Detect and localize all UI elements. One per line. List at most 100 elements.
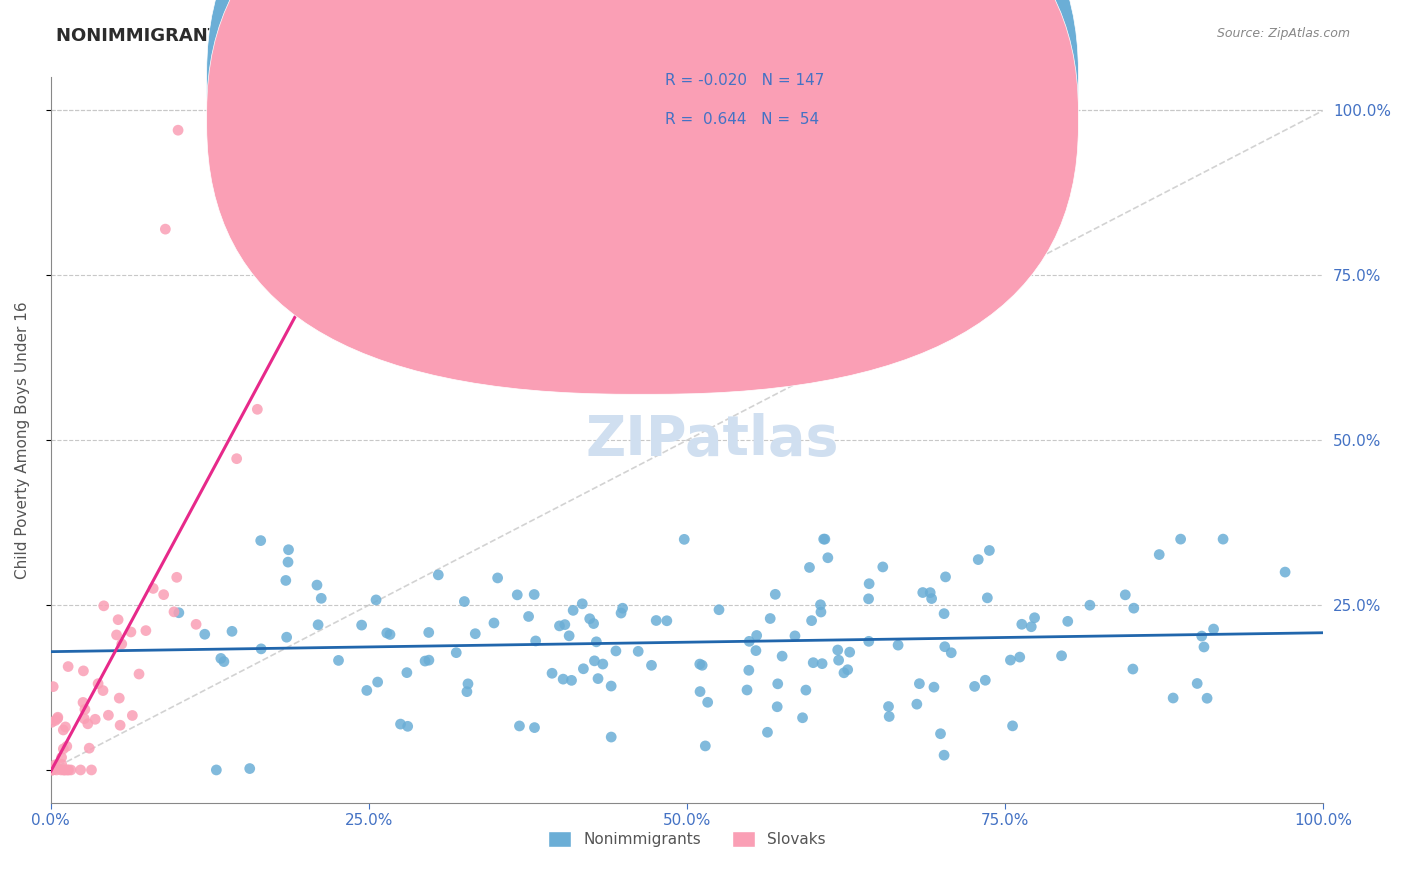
Point — [517, 609, 540, 624]
Point — [735, 683, 758, 698]
Point — [612, 601, 634, 615]
Point — [801, 656, 824, 670]
Point — [745, 628, 768, 642]
Point — [56, 659, 79, 673]
Point — [523, 721, 546, 735]
Point — [486, 571, 509, 585]
Point — [163, 605, 186, 619]
Point — [52, 763, 75, 777]
Point — [80, 763, 103, 777]
Point — [1274, 565, 1296, 579]
Point — [307, 617, 329, 632]
Point — [482, 615, 505, 630]
Point — [1191, 629, 1213, 643]
Point — [395, 665, 418, 680]
Point — [905, 697, 928, 711]
Point — [389, 717, 412, 731]
Point — [41, 763, 63, 777]
Point — [877, 709, 900, 723]
Point — [763, 587, 786, 601]
Point — [76, 716, 98, 731]
Point — [378, 627, 401, 641]
Point — [1078, 598, 1101, 612]
Point — [58, 763, 80, 777]
Point — [578, 612, 600, 626]
Point — [979, 543, 1001, 558]
Point — [1011, 617, 1033, 632]
Point — [1000, 653, 1022, 667]
Point — [921, 591, 943, 606]
Text: Source: ZipAtlas.com: Source: ZipAtlas.com — [1216, 27, 1350, 40]
Point — [1122, 662, 1144, 676]
Point — [810, 598, 832, 612]
Point — [194, 627, 217, 641]
Point — [920, 585, 942, 599]
Point — [1170, 532, 1192, 546]
Point — [51, 757, 73, 772]
Point — [508, 719, 530, 733]
Point — [766, 677, 789, 691]
Point — [155, 222, 177, 236]
Point — [1212, 532, 1234, 546]
Point — [52, 742, 75, 756]
Point — [93, 599, 115, 613]
Point — [600, 679, 623, 693]
Point — [41, 763, 63, 777]
Point — [1147, 548, 1170, 562]
Point — [814, 532, 837, 546]
Point — [239, 762, 262, 776]
Point — [49, 763, 72, 777]
Point — [627, 644, 650, 658]
Point — [766, 699, 789, 714]
Point — [837, 663, 859, 677]
Point — [184, 617, 207, 632]
Point — [1050, 648, 1073, 663]
Point — [811, 657, 834, 671]
Point — [356, 683, 378, 698]
Point — [309, 591, 332, 606]
Point — [274, 574, 297, 588]
Point — [357, 200, 380, 214]
Point — [456, 684, 478, 698]
Point — [1192, 640, 1215, 654]
Point — [91, 683, 114, 698]
Point — [396, 719, 419, 733]
Point — [592, 657, 614, 671]
Point — [827, 643, 849, 657]
Point — [45, 763, 67, 777]
Point — [73, 702, 96, 716]
Point — [586, 672, 609, 686]
Point — [212, 655, 235, 669]
Point — [571, 597, 593, 611]
Point — [53, 763, 76, 777]
Point — [929, 727, 952, 741]
Point — [69, 763, 91, 777]
Point — [792, 711, 814, 725]
Point — [738, 663, 761, 677]
Point — [605, 644, 627, 658]
Point — [97, 708, 120, 723]
Point — [1202, 622, 1225, 636]
Point — [572, 662, 595, 676]
Point — [553, 672, 575, 686]
Point — [799, 560, 821, 574]
Point — [932, 748, 955, 763]
Point — [610, 606, 633, 620]
Point — [974, 673, 997, 688]
Point — [640, 658, 662, 673]
Point — [73, 712, 96, 726]
Text: NONIMMIGRANTS VS SLOVAK CHILD POVERTY AMONG BOYS UNDER 16 CORRELATION CHART: NONIMMIGRANTS VS SLOVAK CHILD POVERTY AM… — [56, 27, 991, 45]
Point — [152, 588, 174, 602]
Point — [524, 634, 547, 648]
Point — [1008, 650, 1031, 665]
Point — [446, 646, 468, 660]
Point — [908, 676, 931, 690]
Y-axis label: Child Poverty Among Boys Under 16: Child Poverty Among Boys Under 16 — [15, 301, 30, 579]
Point — [51, 750, 73, 764]
Point — [810, 605, 832, 619]
Point — [1197, 691, 1219, 706]
Point — [645, 614, 668, 628]
Point — [167, 123, 190, 137]
Point — [585, 635, 607, 649]
Point — [756, 725, 779, 739]
